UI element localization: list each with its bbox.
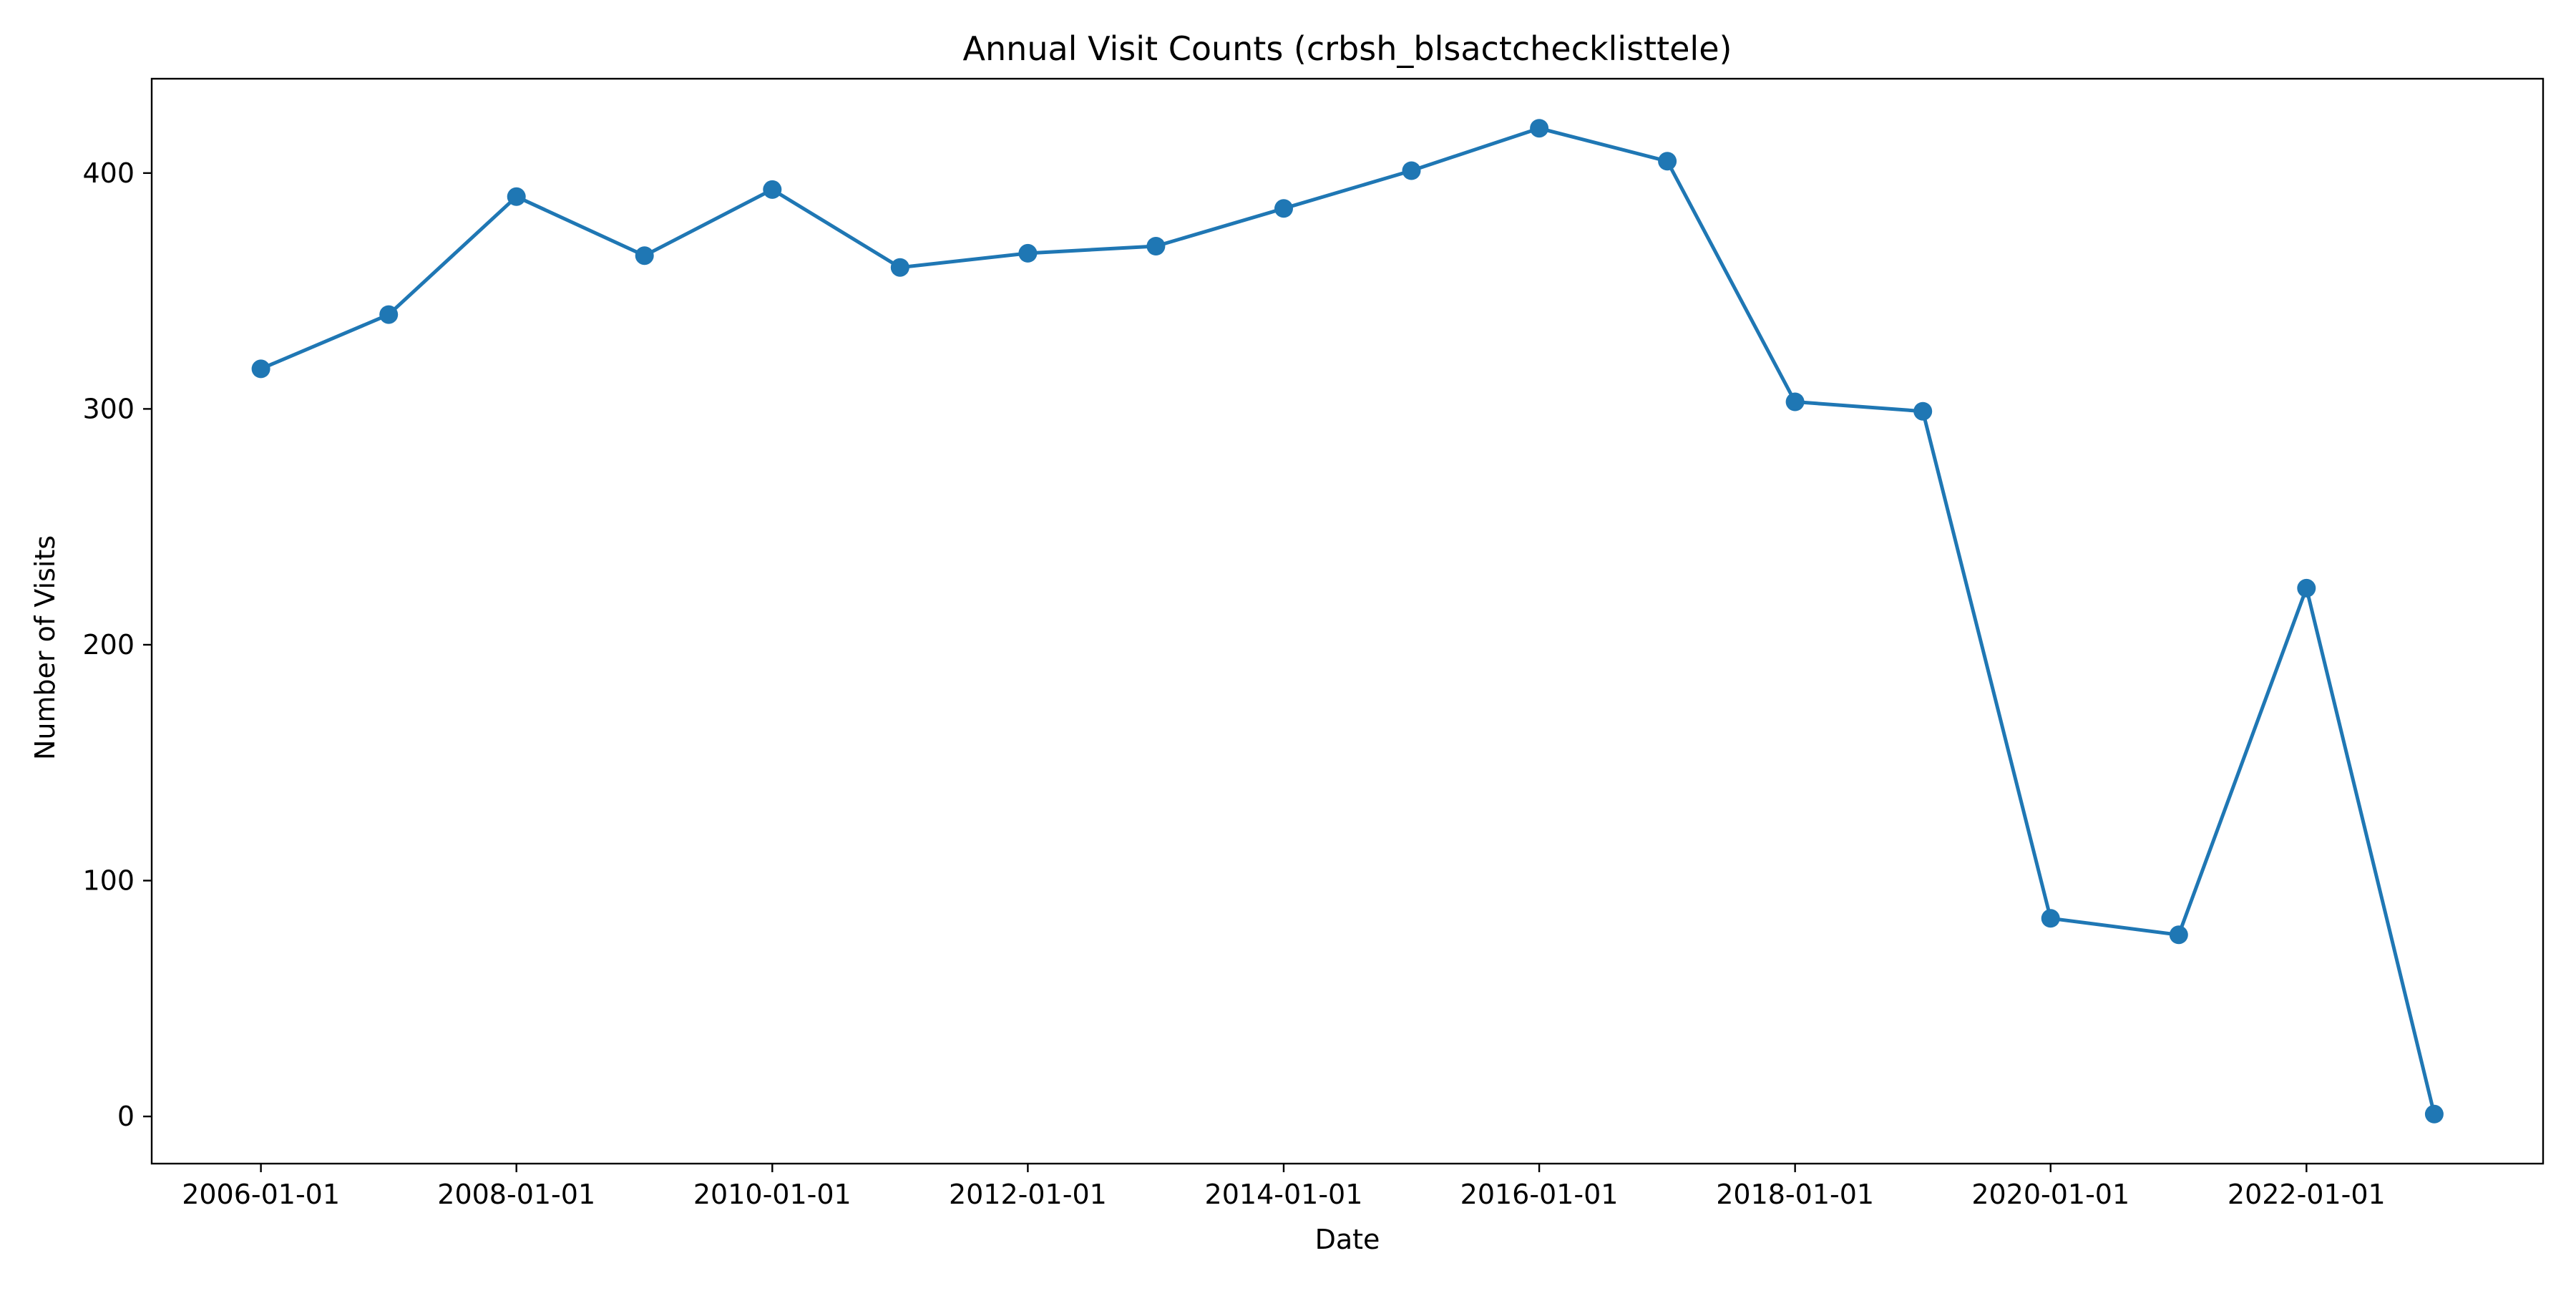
data-point bbox=[2169, 925, 2188, 945]
plot-area: 0 100 200 300 400 2006-01-01 2008-01-01 2010-01… bbox=[82, 77, 2545, 1210]
x-tick-label: 2020-01-01 bbox=[1971, 1179, 2129, 1210]
x-tick-label: 2014-01-01 bbox=[1205, 1179, 1363, 1210]
x-tick-label: 2008-01-01 bbox=[437, 1179, 595, 1210]
data-point bbox=[1018, 243, 1038, 263]
x-tick-label: 2006-01-01 bbox=[182, 1179, 340, 1210]
data-point bbox=[251, 359, 270, 379]
y-tick-label: 300 bbox=[82, 393, 135, 424]
data-point bbox=[2041, 909, 2060, 928]
y-tick-label: 100 bbox=[82, 865, 135, 897]
x-tick-label: 2018-01-01 bbox=[1716, 1179, 1874, 1210]
y-tick-label: 0 bbox=[117, 1101, 135, 1132]
data-point bbox=[635, 246, 654, 265]
x-tick-label: 2022-01-01 bbox=[2228, 1179, 2386, 1210]
data-point bbox=[2424, 1104, 2444, 1124]
data-point bbox=[890, 258, 909, 277]
data-point bbox=[507, 187, 526, 206]
data-point bbox=[1658, 152, 1677, 171]
data-point bbox=[379, 305, 399, 324]
chart-title: Annual Visit Counts (crbsh_blsactcheckli… bbox=[963, 29, 1732, 68]
x-tick-label: 2016-01-01 bbox=[1460, 1179, 1619, 1210]
data-point bbox=[1274, 199, 1293, 218]
data-point bbox=[1913, 401, 1933, 421]
plot-frame bbox=[150, 77, 2545, 1165]
x-tick-label: 2012-01-01 bbox=[949, 1179, 1107, 1210]
data-point bbox=[1402, 161, 1421, 180]
data-point bbox=[763, 180, 782, 199]
data-point bbox=[1530, 119, 1549, 138]
x-axis-label: Date bbox=[1315, 1224, 1380, 1255]
series-line bbox=[260, 126, 2436, 1115]
y-tick-label: 200 bbox=[82, 629, 135, 661]
x-tick-label: 2010-01-01 bbox=[693, 1179, 852, 1210]
data-point bbox=[1146, 237, 1166, 255]
y-tick-label: 400 bbox=[82, 157, 135, 189]
data-point bbox=[2297, 578, 2316, 598]
y-axis-label: Number of Visits bbox=[29, 535, 61, 760]
data-point bbox=[1785, 392, 1805, 411]
